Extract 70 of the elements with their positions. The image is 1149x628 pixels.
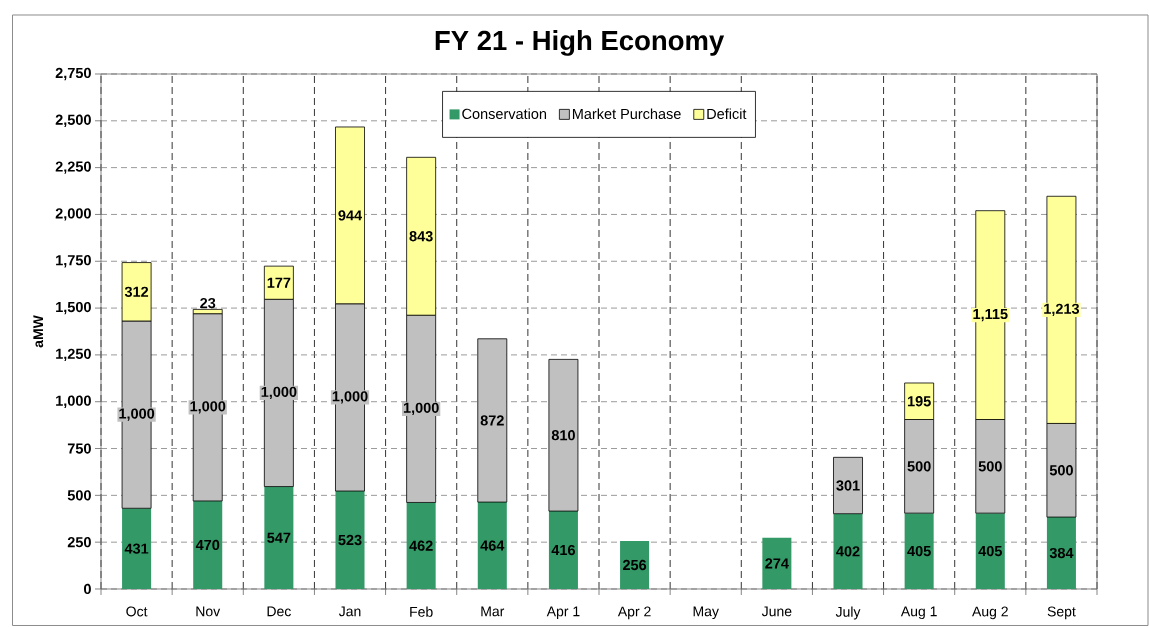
data-label: 500 (1049, 465, 1073, 476)
data-label: 1,000 (403, 402, 439, 416)
legend-label: Conservation (462, 108, 547, 120)
x-tick-label: Mar (481, 606, 505, 617)
data-label: 256 (622, 559, 647, 571)
x-tick-label: Apr 2 (617, 606, 651, 620)
y-tick-label: 1,750 (56, 255, 91, 268)
bar (477, 338, 508, 503)
data-label: 810 (551, 430, 575, 441)
y-tick-label: 0 (83, 583, 91, 595)
data-label: 177 (267, 277, 291, 288)
y-tick-label: 2,500 (55, 114, 91, 127)
x-tick-label: Nov (196, 606, 221, 617)
data-label: 23 (200, 297, 216, 309)
data-label: 462 (409, 540, 433, 551)
data-label: 405 (907, 545, 931, 557)
data-label: 416 (551, 544, 576, 556)
data-label: 464 (480, 540, 505, 551)
y-tick-label: 250 (67, 537, 91, 548)
y-axis-title: aMW (33, 315, 44, 348)
x-tick-label: July (835, 606, 861, 620)
x-tick-label: Aug 1 (900, 606, 937, 620)
data-label: 274 (765, 558, 789, 569)
y-tick-label: 1,000 (56, 395, 91, 408)
x-tick-label: Oct (126, 606, 148, 617)
y-tick-label: 2,750 (55, 67, 91, 81)
data-label: 500 (978, 461, 1002, 472)
legend-label: Market Purchase (572, 108, 681, 120)
data-label: 872 (480, 415, 504, 426)
bar (264, 486, 294, 589)
bar (406, 502, 436, 589)
data-label: 843 (409, 231, 433, 242)
data-label: 523 (338, 534, 362, 546)
data-label: 195 (907, 396, 931, 407)
data-label: 402 (836, 546, 860, 557)
bar (548, 358, 579, 512)
data-label: 470 (195, 539, 220, 551)
data-label: 301 (836, 480, 860, 491)
data-label: 1,000 (119, 408, 155, 421)
x-tick-label: Dec (267, 606, 291, 617)
x-tick-label: Apr 1 (546, 606, 580, 620)
data-label: 1,213 (1044, 303, 1080, 317)
data-label: 1,115 (973, 308, 1008, 322)
y-tick-label: 1,250 (56, 348, 91, 362)
data-label: 1,000 (332, 391, 368, 404)
data-label: 312 (124, 286, 149, 297)
bar (335, 491, 365, 589)
y-tick-label: 750 (67, 443, 91, 454)
data-label: 500 (907, 461, 931, 472)
x-tick-label: May (693, 606, 719, 620)
x-tick-label: Sept (1047, 606, 1076, 620)
bar (193, 500, 223, 589)
y-tick-label: 2,250 (55, 161, 91, 174)
legend-label: Deficit (707, 108, 747, 120)
x-tick-label: Feb (410, 606, 433, 617)
data-label: 1,000 (261, 386, 297, 400)
data-label: 431 (124, 543, 149, 554)
data-label: 384 (1049, 547, 1074, 559)
x-tick-label: June (761, 606, 792, 617)
y-tick-label: 1,500 (56, 301, 91, 315)
data-label: 944 (338, 210, 363, 221)
bar (833, 513, 863, 589)
y-tick-label: 2,000 (55, 208, 91, 221)
x-tick-label: Jan (338, 606, 361, 617)
data-label: 405 (978, 545, 1002, 557)
x-tick-label: Aug 2 (972, 606, 1008, 620)
data-label: 547 (267, 532, 291, 543)
chart-title: FY 21 - High Economy (435, 30, 725, 56)
y-tick-label: 500 (67, 490, 91, 501)
data-label: 1,000 (190, 401, 226, 414)
